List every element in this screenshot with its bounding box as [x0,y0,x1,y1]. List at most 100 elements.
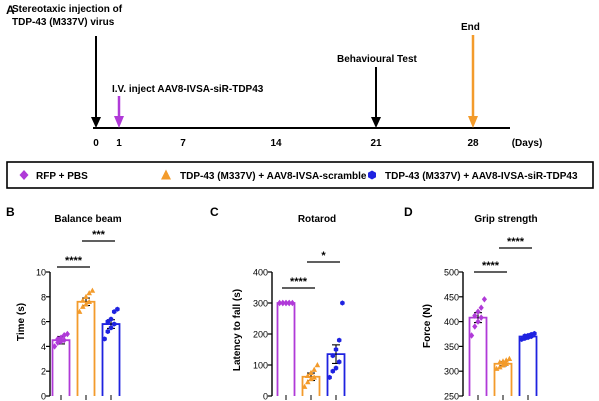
data-point [89,287,96,293]
chart-d-ylabel: Force (N) [422,304,433,348]
data-point [283,299,289,307]
chart-b-ylabel: Time (s) [16,303,27,341]
data-point [308,375,314,382]
data-point [493,365,500,371]
data-point [86,298,92,304]
data-point [503,360,509,366]
data-point [308,369,314,375]
y-tick-label: 450 [444,292,459,302]
data-point [330,353,336,359]
bar [468,316,488,396]
data-point [469,332,475,339]
y-tick-label: 100 [253,361,268,371]
data-point [336,359,342,365]
end-arrow-head [468,116,478,128]
significance-label: **** [507,236,525,248]
legend-marker-triangle [161,169,171,180]
data-point [472,312,478,319]
significance-label: **** [65,255,83,267]
y-tick-label: 300 [444,367,459,377]
behaviour-label: Behavioural Test [337,54,418,65]
data-point [80,303,86,309]
end-label: End [461,22,480,33]
legend-frame [6,161,594,189]
data-point [311,374,317,380]
panel-a-letter: A [6,3,15,17]
timeline-tick-0: 0 [93,138,99,149]
data-point [80,297,86,303]
injection-arrow-head [91,117,101,128]
data-point [333,365,339,371]
data-point [497,364,503,370]
data-point [314,362,321,368]
y-tick-label: 400 [444,317,459,327]
data-point [475,318,481,325]
y-tick-label: 200 [253,330,268,340]
legend: RFP + PBS TDP-43 (M337V) + AAV8-IVSA-scr… [6,161,594,189]
data-point [311,366,317,372]
data-point [64,330,70,338]
data-point [277,299,283,307]
data-point [111,321,117,327]
data-point [481,296,487,303]
chart-c-ylabel: Latency to fall (s) [232,289,243,371]
y-tick-label: 400 [253,268,268,278]
data-point [500,362,506,368]
y-tick-label: 250 [444,392,459,401]
data-point [61,337,67,344]
behaviour-arrow-head [371,117,381,128]
legend-label-sir: TDP-43 (M337V) + AAV8-IVSA-siR-TDP43 [385,171,578,182]
data-point [333,346,339,353]
data-point [102,336,107,342]
data-point [289,299,295,307]
significance-label: * [321,250,326,262]
panel-c-letter: C [210,205,219,219]
data-point [108,316,114,322]
chart-b-title: Balance beam [54,214,121,225]
data-point [58,334,64,341]
significance-label: *** [92,229,106,241]
data-point [83,293,89,299]
y-tick-label: 8 [41,292,46,302]
injection-label-line2: TDP-43 (M337V) virus [12,17,115,28]
data-point [115,306,120,312]
significance-label: **** [482,260,500,272]
y-tick-label: 300 [253,299,268,309]
panel-d-letter: D [404,205,413,219]
data-point [76,308,83,314]
data-point [478,304,484,311]
timeline-tick-7: 7 [180,138,186,149]
timeline: Stereotaxic injection of TDP-43 (M337V) … [12,4,542,149]
data-point [478,314,484,321]
timeline-tick-21: 21 [370,138,382,149]
timeline-units: (Days) [512,138,543,149]
data-point [105,328,111,335]
y-tick-label: 350 [444,342,459,352]
data-point [330,368,336,374]
bar [101,323,121,396]
iv-inject-label: I.V. inject AAV8-IVSA-siR-TDP43 [112,84,264,95]
data-point [52,343,58,350]
timeline-tick-28: 28 [467,138,479,149]
data-point [86,290,92,296]
data-point [83,301,89,307]
data-point [506,355,513,361]
bar [76,300,96,396]
chart-d: 250 300 350 400 450 500 **** **** [444,236,538,401]
injection-label-line1: Stereotaxic injection of [12,4,123,15]
significance-label: **** [290,276,308,288]
data-point [305,372,311,379]
bar [518,335,538,396]
y-tick-label: 6 [41,317,46,327]
legend-marker-hexagon [368,170,376,180]
data-point [336,337,342,343]
panel-b-letter: B [6,205,15,219]
data-point [305,379,311,385]
y-tick-label: 2 [41,367,46,377]
y-tick-label: 0 [263,392,268,401]
legend-label-rfp: RFP + PBS [36,171,88,182]
data-point [301,383,308,389]
